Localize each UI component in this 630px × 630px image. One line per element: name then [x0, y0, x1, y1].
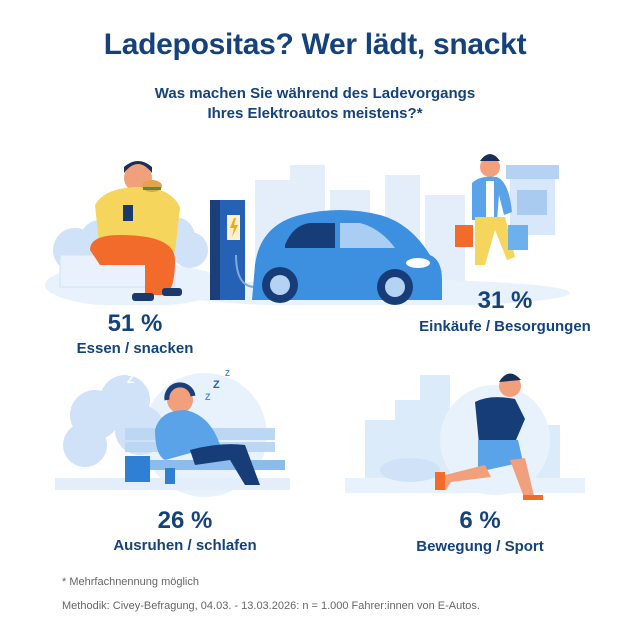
subtitle-line-2: Ihres Elektroautos meistens?* — [207, 105, 423, 122]
shop-icon — [506, 165, 559, 235]
stat-percent-eating: 51 % — [107, 310, 163, 337]
electric-car-icon — [252, 210, 442, 305]
stat-label-sleeping: Ausruhen / schlafen — [113, 537, 257, 554]
svg-text:Z: Z — [127, 372, 134, 386]
page-subtitle: Was machen Sie während des Ladevorgangs … — [0, 84, 630, 124]
svg-text:Z: Z — [213, 379, 220, 391]
stat-percent-running: 6 % — [459, 507, 501, 534]
person-shopping-icon — [455, 154, 528, 265]
person-eating-icon — [90, 161, 182, 301]
charging-station-icon — [210, 200, 307, 300]
stat-label-running: Bewegung / Sport — [416, 538, 544, 555]
sleeping-scene-illustration: Z Z Z Z — [55, 369, 290, 497]
person-sleeping-icon — [155, 382, 260, 485]
stat-label-shopping: Einkäufe / Besorgungen — [419, 318, 591, 335]
page-title: Ladepositas? Wer lädt, snackt — [103, 28, 527, 61]
stat-label-eating: Essen / snacken — [76, 340, 194, 357]
svg-text:Z: Z — [205, 392, 211, 402]
footnote: * Mehrfachnennung möglich — [62, 576, 199, 588]
stat-percent-shopping: 31 % — [477, 287, 533, 314]
stat-percent-sleeping: 26 % — [157, 507, 213, 534]
running-scene-illustration — [345, 373, 585, 500]
subtitle-line-1: Was machen Sie während des Ladevorgangs — [154, 85, 476, 102]
person-running-icon — [435, 373, 543, 500]
svg-text:Z: Z — [225, 369, 230, 378]
charging-scene-illustration — [45, 154, 570, 305]
methodology-note: Methodik: Civey-Befragung, 04.03. - 13.0… — [62, 600, 480, 612]
